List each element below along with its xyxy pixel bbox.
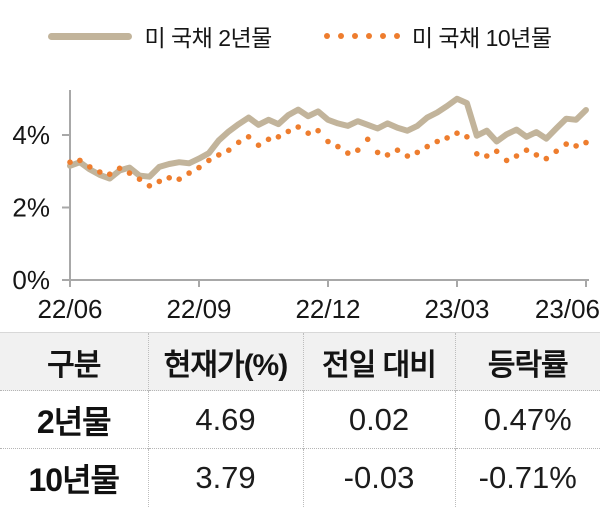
legend-item-2yr: 미 국채 2년물 [48,19,272,53]
cell-10yr-label: 10년물 [28,461,120,498]
yield-chart: 0% 2% 4% 22/06 22/09 22/12 23/03 23/06 [12,90,600,324]
summary-table-wrap: 구분 현재가(%) 전일 대비 등락률 2년물 4.69 0.02 0.47% … [0,332,600,507]
cell-10yr-change: -0.03 [302,448,455,507]
legend-label-10yr: 미 국채 10년물 [411,25,552,51]
svg-text:22/12: 22/12 [295,294,360,324]
svg-text:22/06: 22/06 [37,294,102,324]
cell-10yr-current: 3.79 [147,448,303,507]
svg-text:0%: 0% [12,265,50,295]
chart-legend: 미 국채 2년물 미 국채 10년물 [0,0,600,62]
svg-text:2%: 2% [12,193,50,223]
cell-2yr-current: 4.69 [147,390,303,449]
svg-text:22/09: 22/09 [166,294,231,324]
cell-2yr-change: 0.02 [302,390,455,449]
legend-label-2yr: 미 국채 2년물 [144,25,272,51]
legend-item-10yr: 미 국채 10년물 [323,19,552,53]
cell-10yr-rate: -0.71% [454,448,600,507]
dotted-line-swatch-icon [323,33,400,39]
cell-2yr-label: 2년물 [36,403,112,440]
header-category: 구분 [0,332,148,391]
solid-line-swatch-icon [48,32,133,40]
table-row-10yr: 10년물 3.79 -0.03 -0.71% [0,448,600,507]
header-current-price: 현재가(%) [147,332,303,391]
header-day-change: 전일 대비 [302,332,455,391]
svg-text:23/03: 23/03 [424,294,489,324]
summary-table: 구분 현재가(%) 전일 대비 등락률 2년물 4.69 0.02 0.47% … [0,332,600,507]
chart-area: 0% 2% 4% 22/06 22/09 22/12 23/03 23/06 [0,62,600,324]
table-header-row: 구분 현재가(%) 전일 대비 등락률 [0,332,600,391]
cell-2yr-rate: 0.47% [454,390,600,449]
header-change-rate: 등락률 [454,332,600,391]
svg-text:23/06: 23/06 [535,294,600,324]
svg-text:4%: 4% [12,120,50,150]
table-row-2yr: 2년물 4.69 0.02 0.47% [0,390,600,449]
